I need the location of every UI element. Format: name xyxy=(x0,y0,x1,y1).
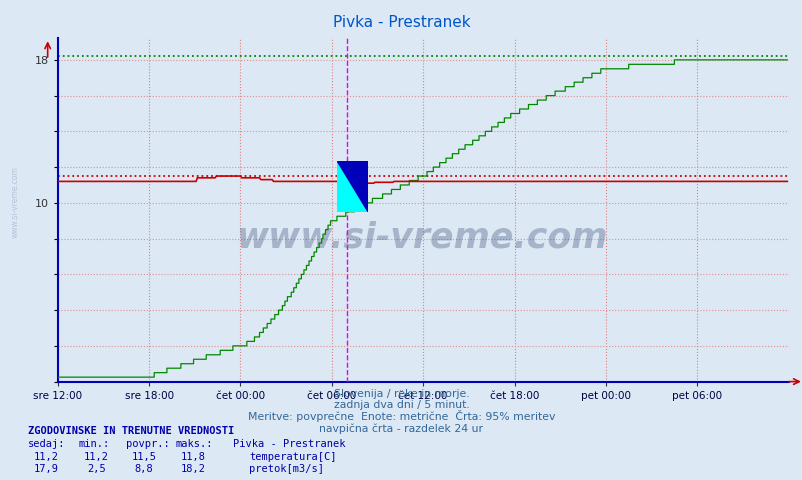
Text: Pivka - Prestranek: Pivka - Prestranek xyxy=(233,439,345,449)
Text: Meritve: povprečne  Enote: metrične  Črta: 95% meritev: Meritve: povprečne Enote: metrične Črta:… xyxy=(248,410,554,422)
Text: 18,2: 18,2 xyxy=(180,464,205,474)
Text: 11,5: 11,5 xyxy=(131,452,156,462)
Polygon shape xyxy=(337,161,367,212)
Text: www.si-vreme.com: www.si-vreme.com xyxy=(237,220,608,254)
Polygon shape xyxy=(337,161,367,212)
Text: povpr.:: povpr.: xyxy=(126,439,169,449)
Text: 11,2: 11,2 xyxy=(83,452,109,462)
Text: 8,8: 8,8 xyxy=(134,464,153,474)
Text: 17,9: 17,9 xyxy=(33,464,59,474)
Text: maks.:: maks.: xyxy=(175,439,213,449)
Text: Pivka - Prestranek: Pivka - Prestranek xyxy=(332,15,470,30)
Text: temperatura[C]: temperatura[C] xyxy=(249,452,336,462)
Text: min.:: min.: xyxy=(79,439,110,449)
Text: www.si-vreme.com: www.si-vreme.com xyxy=(10,166,19,238)
Text: 11,2: 11,2 xyxy=(33,452,59,462)
Text: 11,8: 11,8 xyxy=(180,452,205,462)
Text: sedaj:: sedaj: xyxy=(28,439,66,449)
Text: pretok[m3/s]: pretok[m3/s] xyxy=(249,464,323,474)
Text: navpična črta - razdelek 24 ur: navpična črta - razdelek 24 ur xyxy=(319,423,483,433)
Text: Slovenija / reke in morje.: Slovenija / reke in morje. xyxy=(334,389,468,399)
Text: ZGODOVINSKE IN TRENUTNE VREDNOSTI: ZGODOVINSKE IN TRENUTNE VREDNOSTI xyxy=(28,426,234,436)
Text: 2,5: 2,5 xyxy=(87,464,106,474)
Text: zadnja dva dni / 5 minut.: zadnja dva dni / 5 minut. xyxy=(333,400,469,410)
